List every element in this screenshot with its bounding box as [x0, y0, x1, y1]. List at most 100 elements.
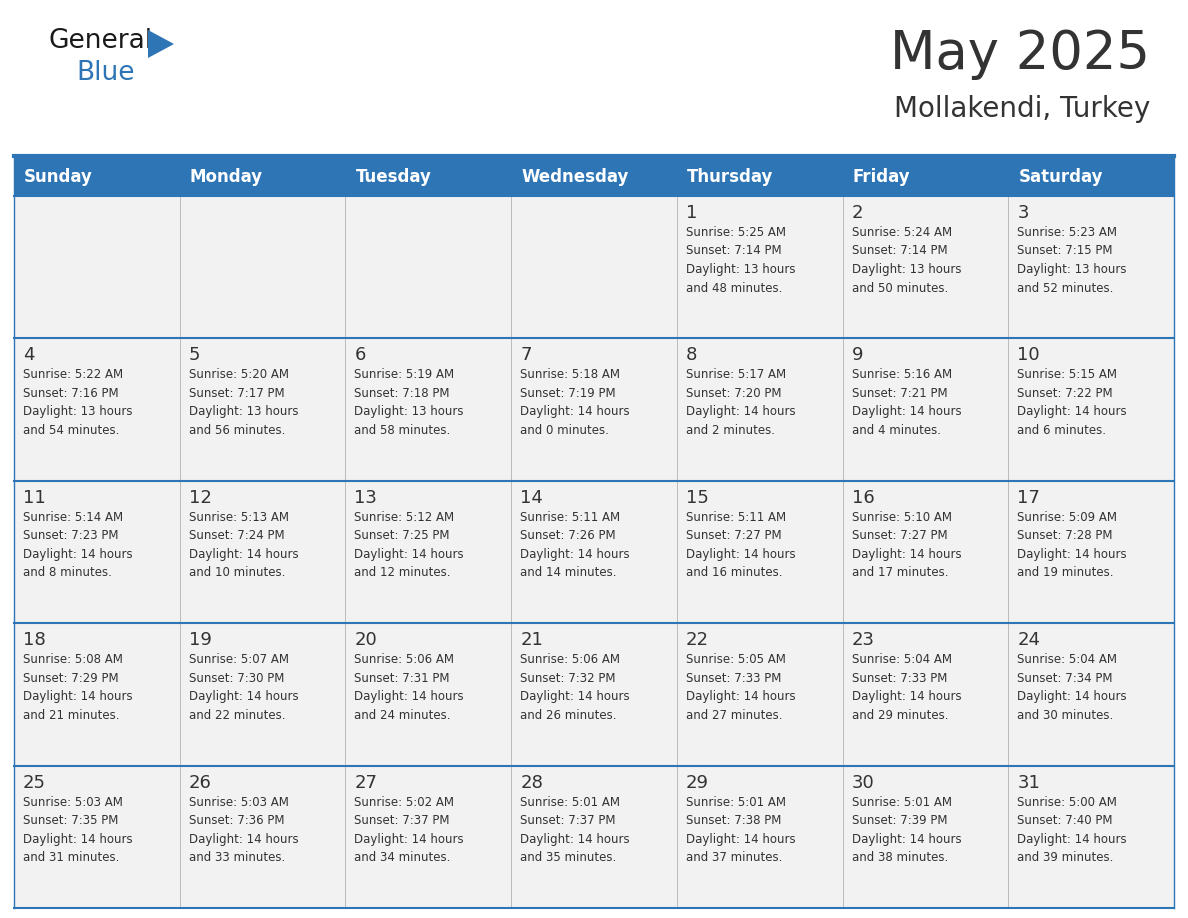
Text: Daylight: 14 hours: Daylight: 14 hours [1017, 548, 1127, 561]
Text: Wednesday: Wednesday [522, 168, 628, 186]
Text: Sunset: 7:37 PM: Sunset: 7:37 PM [354, 814, 450, 827]
Text: 21: 21 [520, 632, 543, 649]
Text: Daylight: 14 hours: Daylight: 14 hours [852, 690, 961, 703]
Text: Daylight: 13 hours: Daylight: 13 hours [23, 406, 133, 419]
Text: Saturday: Saturday [1018, 168, 1102, 186]
Text: Blue: Blue [76, 60, 134, 86]
Text: Sunrise: 5:01 AM: Sunrise: 5:01 AM [685, 796, 785, 809]
Bar [1009, 158, 1174, 196]
Text: Sunrise: 5:01 AM: Sunrise: 5:01 AM [520, 796, 620, 809]
Text: Thursday: Thursday [687, 168, 773, 186]
Text: 18: 18 [23, 632, 46, 649]
Text: and 0 minutes.: and 0 minutes. [520, 424, 609, 437]
Bar [677, 158, 842, 196]
Bar [1009, 766, 1174, 908]
Text: Sunset: 7:14 PM: Sunset: 7:14 PM [685, 244, 782, 258]
Text: Daylight: 13 hours: Daylight: 13 hours [189, 406, 298, 419]
Text: and 16 minutes.: and 16 minutes. [685, 566, 783, 579]
Bar [14, 158, 179, 196]
Text: Tuesday: Tuesday [355, 168, 431, 186]
Text: and 39 minutes.: and 39 minutes. [1017, 851, 1113, 864]
Text: Sunset: 7:36 PM: Sunset: 7:36 PM [189, 814, 284, 827]
Text: Sunset: 7:32 PM: Sunset: 7:32 PM [520, 672, 615, 685]
Text: 22: 22 [685, 632, 709, 649]
Bar [842, 766, 1009, 908]
Text: May 2025: May 2025 [890, 28, 1150, 80]
Text: 5: 5 [189, 346, 201, 364]
Text: Daylight: 14 hours: Daylight: 14 hours [852, 833, 961, 845]
Text: and 12 minutes.: and 12 minutes. [354, 566, 451, 579]
Text: and 2 minutes.: and 2 minutes. [685, 424, 775, 437]
Bar [14, 623, 179, 766]
Bar [14, 339, 179, 481]
Bar [511, 196, 677, 339]
Text: Sunrise: 5:06 AM: Sunrise: 5:06 AM [354, 654, 455, 666]
Bar [511, 481, 677, 623]
Text: and 37 minutes.: and 37 minutes. [685, 851, 782, 864]
Text: Daylight: 13 hours: Daylight: 13 hours [354, 406, 465, 419]
Bar [511, 623, 677, 766]
Bar [677, 481, 842, 623]
Text: and 48 minutes.: and 48 minutes. [685, 282, 782, 295]
Text: Sunset: 7:40 PM: Sunset: 7:40 PM [1017, 814, 1113, 827]
Text: Sunset: 7:18 PM: Sunset: 7:18 PM [354, 386, 450, 400]
Text: Sunrise: 5:19 AM: Sunrise: 5:19 AM [354, 368, 455, 381]
Text: Sunrise: 5:14 AM: Sunrise: 5:14 AM [23, 510, 124, 524]
Text: Daylight: 14 hours: Daylight: 14 hours [685, 548, 796, 561]
Text: 14: 14 [520, 488, 543, 507]
Text: Sunrise: 5:25 AM: Sunrise: 5:25 AM [685, 226, 785, 239]
Text: and 30 minutes.: and 30 minutes. [1017, 709, 1113, 722]
Text: and 54 minutes.: and 54 minutes. [23, 424, 119, 437]
Text: and 22 minutes.: and 22 minutes. [189, 709, 285, 722]
Text: Mollakendi, Turkey: Mollakendi, Turkey [893, 95, 1150, 123]
Text: Daylight: 13 hours: Daylight: 13 hours [1017, 263, 1126, 276]
Text: Sunset: 7:19 PM: Sunset: 7:19 PM [520, 386, 615, 400]
Bar [677, 623, 842, 766]
Bar [346, 339, 511, 481]
Text: Sunrise: 5:09 AM: Sunrise: 5:09 AM [1017, 510, 1117, 524]
Bar [677, 766, 842, 908]
Text: 15: 15 [685, 488, 709, 507]
Bar [842, 623, 1009, 766]
Text: Sunrise: 5:03 AM: Sunrise: 5:03 AM [23, 796, 122, 809]
Bar [179, 339, 346, 481]
Text: 10: 10 [1017, 346, 1040, 364]
Bar [346, 481, 511, 623]
Bar [346, 766, 511, 908]
Text: and 52 minutes.: and 52 minutes. [1017, 282, 1113, 295]
Text: 7: 7 [520, 346, 532, 364]
Text: Daylight: 14 hours: Daylight: 14 hours [1017, 406, 1127, 419]
Bar [677, 196, 842, 339]
Text: Sunset: 7:16 PM: Sunset: 7:16 PM [23, 386, 119, 400]
Text: and 24 minutes.: and 24 minutes. [354, 709, 451, 722]
Text: Sunrise: 5:08 AM: Sunrise: 5:08 AM [23, 654, 122, 666]
Bar [179, 481, 346, 623]
Text: 12: 12 [189, 488, 211, 507]
Text: Sunrise: 5:20 AM: Sunrise: 5:20 AM [189, 368, 289, 381]
Text: and 8 minutes.: and 8 minutes. [23, 566, 112, 579]
Text: Daylight: 14 hours: Daylight: 14 hours [685, 690, 796, 703]
Text: Sunset: 7:25 PM: Sunset: 7:25 PM [354, 530, 450, 543]
Bar [179, 623, 346, 766]
Text: Daylight: 14 hours: Daylight: 14 hours [23, 690, 133, 703]
Text: Sunset: 7:31 PM: Sunset: 7:31 PM [354, 672, 450, 685]
Text: Daylight: 14 hours: Daylight: 14 hours [852, 548, 961, 561]
Text: Daylight: 14 hours: Daylight: 14 hours [520, 548, 630, 561]
Text: Sunrise: 5:01 AM: Sunrise: 5:01 AM [852, 796, 952, 809]
Text: Daylight: 14 hours: Daylight: 14 hours [1017, 833, 1127, 845]
Polygon shape [148, 30, 173, 58]
Text: 26: 26 [189, 774, 211, 791]
Text: 27: 27 [354, 774, 378, 791]
Text: Daylight: 14 hours: Daylight: 14 hours [520, 406, 630, 419]
Text: and 14 minutes.: and 14 minutes. [520, 566, 617, 579]
Bar [1009, 196, 1174, 339]
Text: Sunrise: 5:11 AM: Sunrise: 5:11 AM [520, 510, 620, 524]
Text: Sunset: 7:24 PM: Sunset: 7:24 PM [189, 530, 284, 543]
Text: Daylight: 13 hours: Daylight: 13 hours [852, 263, 961, 276]
Bar [677, 339, 842, 481]
Text: and 29 minutes.: and 29 minutes. [852, 709, 948, 722]
Bar [14, 481, 179, 623]
Text: Sunrise: 5:04 AM: Sunrise: 5:04 AM [852, 654, 952, 666]
Text: Sunset: 7:34 PM: Sunset: 7:34 PM [1017, 672, 1113, 685]
Bar [1009, 339, 1174, 481]
